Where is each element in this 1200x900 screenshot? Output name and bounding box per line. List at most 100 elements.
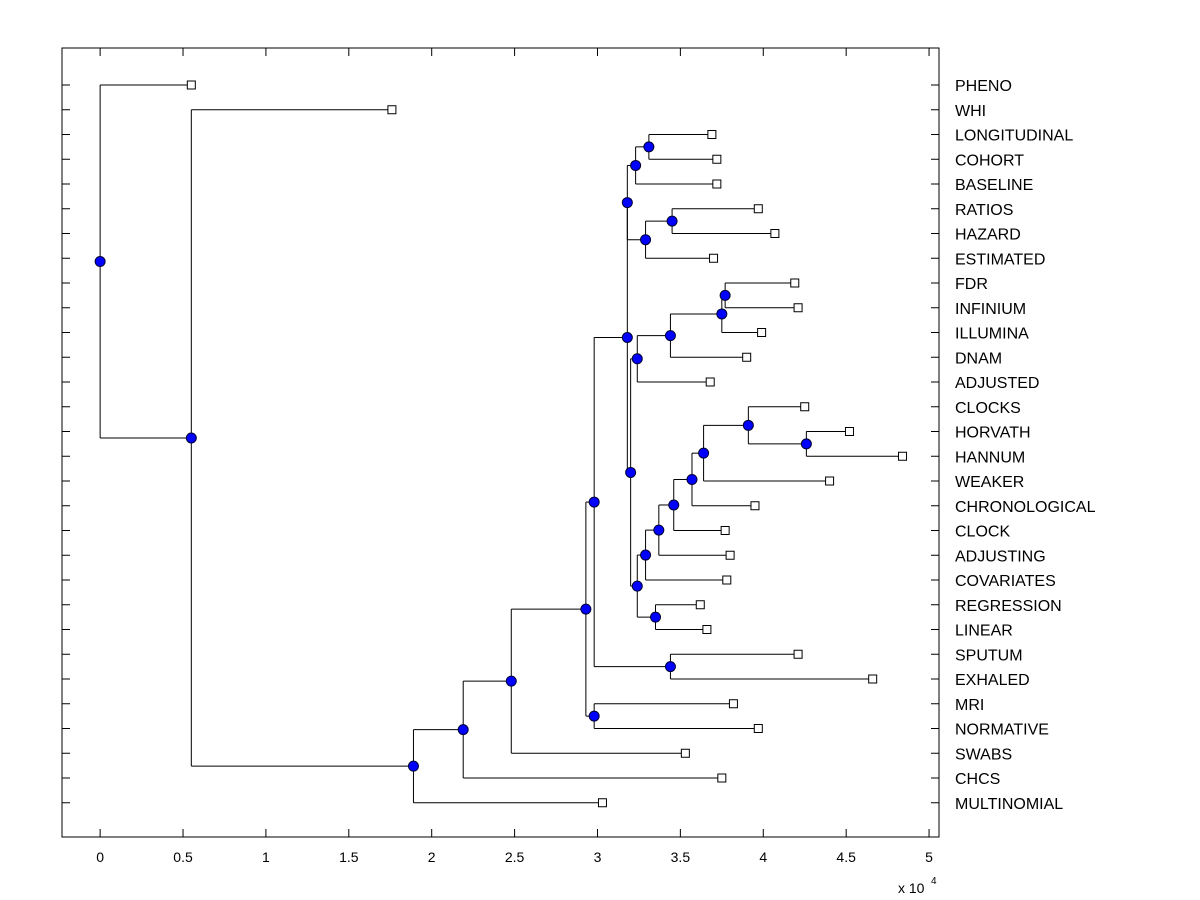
leaf-marker <box>709 253 719 263</box>
leaf-label: MRI <box>955 697 984 714</box>
internal-node <box>630 159 642 171</box>
internal-node <box>640 234 652 246</box>
leaf-marker <box>680 748 690 758</box>
leaf-label: SPUTUM <box>955 647 1023 664</box>
internal-node <box>666 215 678 227</box>
leaf-marker <box>800 402 810 412</box>
leaf-marker <box>597 798 607 808</box>
y-ticks <box>62 84 939 804</box>
internal-node <box>631 580 643 592</box>
internal-node <box>185 432 197 444</box>
leaf-marker <box>717 773 727 783</box>
internal-node <box>588 710 600 722</box>
internal-node <box>621 197 633 209</box>
x-axis-exponent-base: x 10 <box>898 880 925 896</box>
leaf-label: DNAM <box>955 350 1002 367</box>
leaf-marker <box>387 105 397 115</box>
leaf-marker <box>844 427 854 436</box>
leaf-label: MULTINOMIAL <box>955 796 1063 813</box>
leaf-marker <box>728 699 738 709</box>
leaf-label: INFINIUM <box>955 301 1026 318</box>
internal-node <box>643 141 655 153</box>
x-tick-label: 0 <box>96 849 104 865</box>
leaf-label: HAZARD <box>955 227 1021 244</box>
leaf-marker <box>868 674 878 684</box>
leaf-label: ESTIMATED <box>955 251 1045 268</box>
x-tick-label: 3 <box>594 849 602 865</box>
leaf-label: LONGITUDINAL <box>955 128 1073 145</box>
leaf-label: CHCS <box>955 771 1000 788</box>
leaf-label: COVARIATES <box>955 573 1056 590</box>
leaf-markers <box>186 80 908 808</box>
leaf-label: ADJUSTED <box>955 375 1039 392</box>
leaf-label: ADJUSTING <box>955 548 1046 565</box>
internal-node <box>94 255 106 267</box>
x-tick-label: 4.5 <box>836 849 856 865</box>
internal-node <box>719 289 731 301</box>
leaf-marker <box>702 625 712 634</box>
leaf-marker <box>725 550 735 560</box>
x-tick-label: 2 <box>428 849 436 865</box>
leaf-marker <box>757 328 767 337</box>
internal-node <box>505 675 517 687</box>
leaf-marker <box>825 476 835 486</box>
leaf-marker <box>770 229 780 238</box>
internal-node-markers <box>94 141 812 772</box>
leaf-marker <box>753 204 763 214</box>
leaf-marker <box>707 130 717 139</box>
x-tick-label: 4 <box>759 849 767 865</box>
leaf-label: CLOCKS <box>955 400 1021 417</box>
x-axis-ticks: 0 0.5 1 1.5 2 2.5 3 3.5 4 4.5 5 <box>96 48 933 865</box>
leaf-label: HANNUM <box>955 449 1025 466</box>
leaf-marker <box>793 303 803 313</box>
leaf-marker <box>720 526 730 535</box>
x-tick-label: 3.5 <box>671 849 691 865</box>
internal-node <box>668 499 680 511</box>
leaf-label: HORVATH <box>955 425 1031 442</box>
internal-node <box>686 473 698 485</box>
leaf-label: CHRONOLOGICAL <box>955 499 1096 516</box>
internal-node <box>621 332 633 344</box>
leaf-label: EXHALED <box>955 672 1030 689</box>
internal-node <box>640 549 652 561</box>
internal-node <box>457 724 469 736</box>
leaf-label: LINEAR <box>955 623 1013 640</box>
leaf-marker <box>742 352 752 362</box>
leaf-marker <box>695 600 705 610</box>
x-tick-label: 1.5 <box>339 849 359 865</box>
internal-node <box>407 760 419 772</box>
x-tick-label: 2.5 <box>505 849 525 865</box>
internal-node <box>664 330 676 342</box>
plot-frame <box>61 47 940 838</box>
leaf-label: CLOCK <box>955 524 1010 541</box>
leaf-marker <box>186 80 196 90</box>
leaf-label: NORMATIVE <box>955 722 1049 739</box>
leaf-label: WHI <box>955 103 986 120</box>
leaf-marker <box>750 501 760 511</box>
leaf-label: PHENO <box>955 78 1012 95</box>
x-axis-exponent-power: 4 <box>931 876 937 887</box>
internal-node <box>800 438 812 450</box>
internal-node <box>650 611 662 623</box>
internal-node <box>698 447 710 459</box>
leaf-marker <box>898 451 908 461</box>
internal-node <box>588 496 600 508</box>
internal-node <box>716 308 728 320</box>
leaf-label: SWABS <box>955 746 1012 763</box>
x-tick-label: 5 <box>925 849 933 865</box>
leaf-marker <box>753 724 763 733</box>
leaf-marker <box>722 575 732 585</box>
leaf-marker <box>705 377 715 387</box>
leaf-label: RATIOS <box>955 202 1013 219</box>
leaf-marker <box>790 278 800 288</box>
leaf-marker <box>793 649 803 659</box>
leaf-marker <box>712 179 722 189</box>
leaf-label: FDR <box>955 276 988 293</box>
x-tick-label: 0.5 <box>173 849 193 865</box>
internal-node <box>631 353 643 365</box>
internal-node <box>653 524 665 536</box>
internal-node <box>664 661 676 673</box>
leaf-label: COHORT <box>955 152 1024 169</box>
leaf-label: REGRESSION <box>955 598 1062 615</box>
